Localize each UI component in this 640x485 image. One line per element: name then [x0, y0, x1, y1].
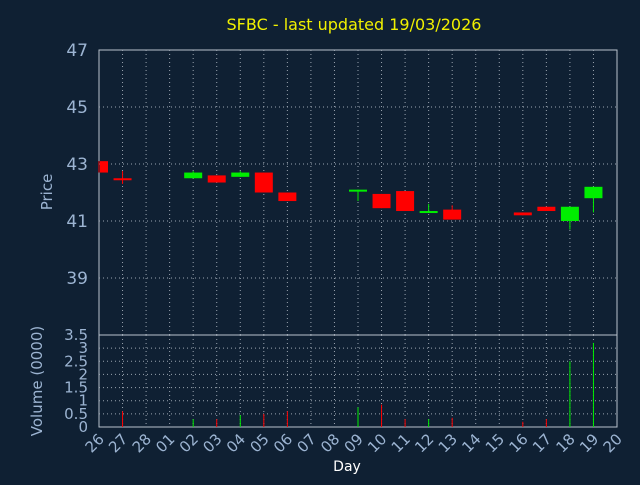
- volume-tick-label: 1: [78, 392, 88, 410]
- candle-10: [372, 193, 391, 209]
- candle-27: [113, 171, 132, 184]
- candle-body: [207, 175, 226, 183]
- price-tick-label: 47: [66, 41, 88, 61]
- candle-26: [98, 161, 108, 173]
- volume-tick-label: 0: [78, 418, 88, 436]
- candle-17: [537, 206, 556, 212]
- candle-04: [231, 171, 250, 177]
- chart-title: SFBC - last updated 19/03/2026: [227, 15, 482, 34]
- price-tick-label: 41: [66, 212, 88, 232]
- candle-body: [537, 206, 556, 212]
- x-tick-labels: 2627280102030405060708091011121314151617…: [82, 430, 626, 456]
- candle-12: [419, 203, 438, 214]
- volume-tick-label: 0.5: [64, 405, 88, 423]
- price-tick-label: 39: [66, 269, 88, 289]
- candle-09: [349, 189, 367, 202]
- volume-tick-label: 2: [78, 365, 88, 383]
- candle-body: [100, 161, 108, 173]
- candle-16: [513, 212, 532, 216]
- volume-tick-label: 2.5: [64, 352, 88, 370]
- candle-body: [513, 212, 532, 216]
- volume-bars: [122, 342, 594, 427]
- candle-02: [184, 171, 203, 179]
- volume-panel: 3.532.521.510.50 Volume (0000): [28, 326, 618, 436]
- candle-18: [560, 206, 579, 230]
- candle-body: [278, 192, 297, 202]
- candle-body: [560, 206, 579, 221]
- price-tick-label: 43: [66, 155, 88, 175]
- candle-03: [207, 175, 226, 183]
- candle-body: [254, 172, 273, 193]
- candle-body: [419, 211, 438, 214]
- candle-body: [184, 172, 203, 179]
- price-y-ticks: 47 45 43 41 39: [66, 41, 88, 289]
- price-axis-label: Price: [38, 174, 56, 211]
- price-tick-label: 45: [66, 98, 88, 118]
- volume-axis-label: Volume (0000): [28, 326, 46, 436]
- price-panel: 47 45 43 41 39 Price: [38, 41, 618, 336]
- candle-body: [584, 186, 603, 199]
- volume-y-ticks: 3.532.521.510.50: [64, 326, 88, 436]
- candle-body: [231, 172, 250, 177]
- candle-13: [443, 205, 462, 220]
- volume-tick-label: 3.5: [64, 326, 88, 344]
- candle-body: [113, 178, 132, 181]
- candle-body: [396, 191, 415, 212]
- candles: [98, 161, 603, 230]
- candle-19: [584, 186, 603, 213]
- candle-body: [372, 193, 391, 209]
- volume-tick-label: 3: [78, 339, 88, 357]
- candle-11: [396, 191, 415, 212]
- candle-body: [443, 209, 462, 220]
- candle-body: [349, 189, 367, 192]
- volume-tick-label: 1.5: [64, 379, 88, 397]
- x-axis-label: Day: [333, 459, 361, 475]
- candle-05: [254, 172, 273, 193]
- candle-06: [278, 192, 297, 202]
